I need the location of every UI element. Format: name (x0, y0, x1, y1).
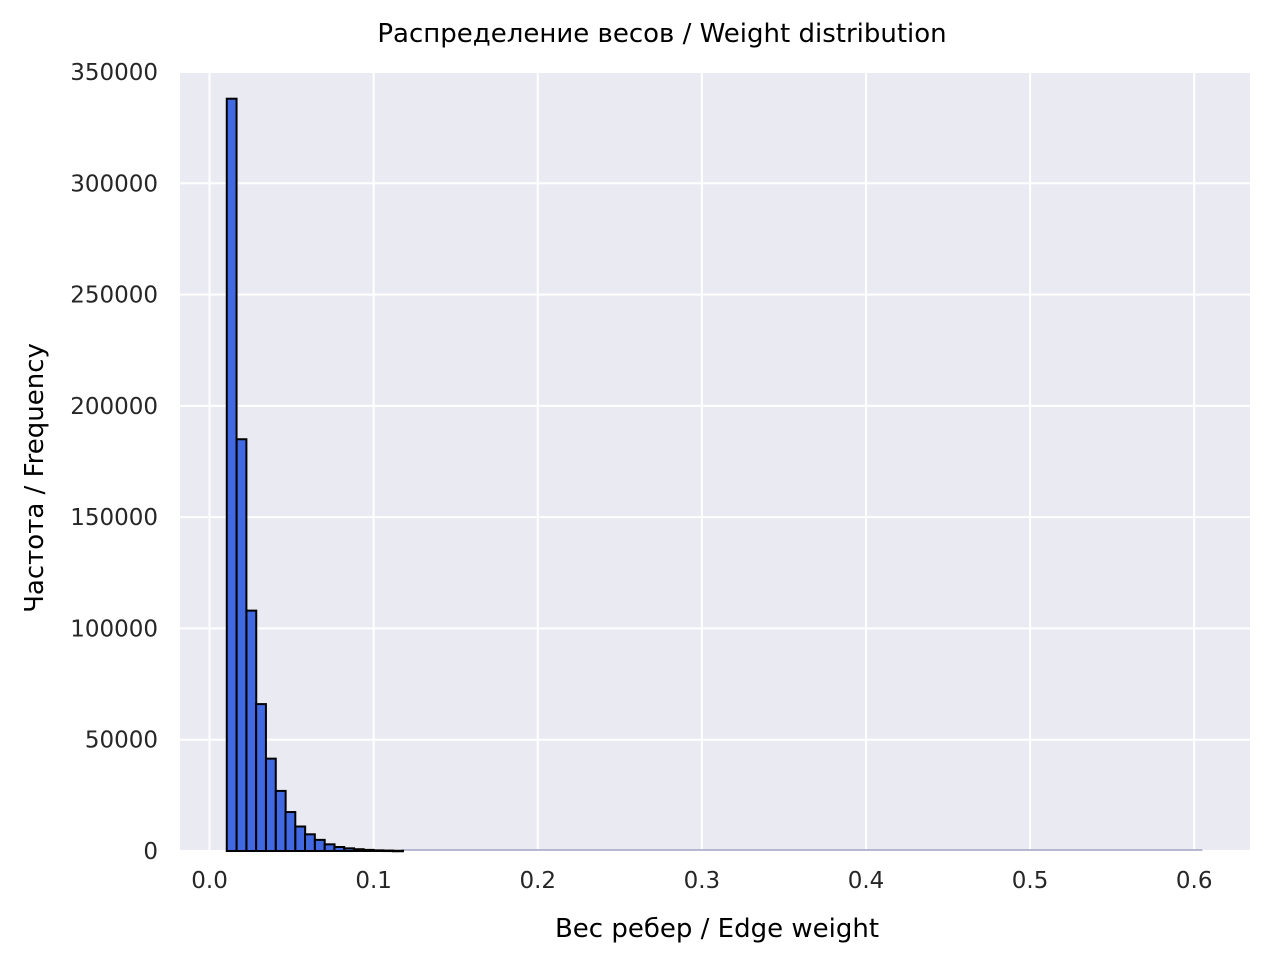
histogram-bar-4 (264, 757, 277, 853)
histogram-bar-5 (274, 789, 287, 852)
x-axis-label: Вес ребер / Edge weight (555, 914, 879, 944)
y-tick-label: 250000 (70, 283, 158, 309)
histogram-bar-0 (225, 97, 238, 853)
histogram-bar-13 (352, 848, 365, 852)
histogram-bar-7 (294, 825, 307, 853)
x-tick-label: 0.3 (684, 868, 721, 894)
y-tick-label: 50000 (85, 728, 158, 754)
histogram-bar-8 (304, 833, 316, 852)
y-tick-label: 300000 (70, 171, 158, 197)
y-axis-label: Частота / Frequency (20, 343, 50, 613)
y-tick-label: 350000 (70, 60, 158, 86)
x-tick-label: 0.1 (355, 868, 392, 894)
chart-title: Распределение весов / Weight distributio… (377, 19, 946, 49)
histogram-bars (225, 97, 1203, 853)
histogram-bar-16 (382, 849, 395, 853)
histogram-bar-9 (313, 838, 326, 852)
histogram-bar-14 (362, 848, 375, 853)
x-tick-label: 0.5 (1012, 868, 1049, 894)
x-tick-label: 0.0 (191, 868, 228, 894)
histogram-bar-1 (235, 438, 248, 852)
histogram-bar-15 (372, 849, 385, 852)
y-tick-label: 0 (143, 839, 158, 865)
histogram-bar-12 (343, 847, 356, 853)
y-tick-label: 200000 (70, 394, 158, 420)
grid-lines (180, 71, 1250, 852)
y-tick-labels: 0 50000 100000 150000 200000 250000 300000 3500… (70, 60, 158, 865)
histogram-bar-17 (392, 849, 404, 853)
histogram-bar-2 (245, 609, 258, 852)
x-tick-label: 0.6 (1176, 868, 1213, 894)
plot-area (180, 72, 1250, 851)
histogram-bar-11 (333, 845, 346, 852)
histogram-bar-3 (255, 703, 267, 852)
histogram-bar-6 (284, 811, 297, 852)
y-tick-label: 150000 (70, 505, 158, 531)
x-tick-labels: 0.0 0.1 0.2 0.3 0.4 0.5 0.6 (191, 868, 1212, 894)
x-tick-label: 0.2 (519, 868, 556, 894)
x-tick-label: 0.4 (848, 868, 885, 894)
y-tick-label: 100000 (70, 616, 158, 642)
histogram-bar-10 (323, 843, 336, 853)
